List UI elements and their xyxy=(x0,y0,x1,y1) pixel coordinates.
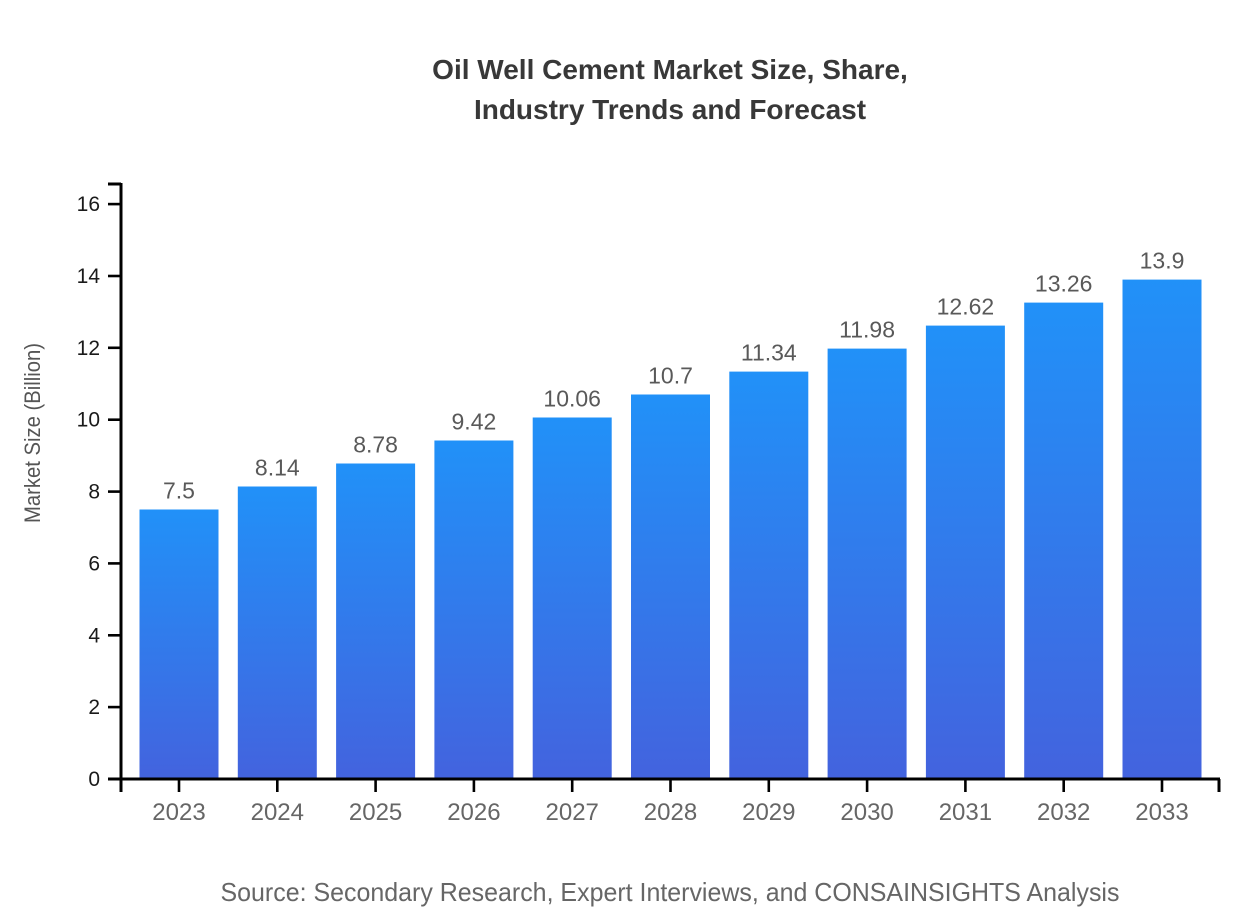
chart-title-line1: Oil Well Cement Market Size, Share, xyxy=(432,54,908,85)
bar-2029 xyxy=(729,371,809,779)
x-tick-label: 2026 xyxy=(447,799,500,826)
x-tick-label: 2030 xyxy=(840,799,893,826)
bar-2027 xyxy=(532,417,612,779)
x-tick-label: 2023 xyxy=(152,799,205,826)
bar-value-label: 11.98 xyxy=(839,317,895,343)
bar-2024 xyxy=(237,486,317,779)
x-tick-label: 2029 xyxy=(742,799,795,826)
bar-2030 xyxy=(827,348,907,779)
source-note: Source: Secondary Research, Expert Inter… xyxy=(220,877,1120,907)
y-tick-label: 14 xyxy=(77,265,101,288)
bar-2032 xyxy=(1024,302,1104,779)
y-tick-label: 6 xyxy=(88,552,100,575)
y-tick-label: 10 xyxy=(77,409,100,432)
bar-2028 xyxy=(631,394,710,779)
x-tick-label: 2025 xyxy=(349,799,402,826)
bar-2023 xyxy=(139,509,219,779)
bar-value-label: 8.78 xyxy=(353,432,398,458)
bar-value-label: 10.7 xyxy=(648,363,693,389)
x-tick-label: 2031 xyxy=(939,799,992,826)
x-tick-label: 2032 xyxy=(1037,799,1090,826)
bar-value-label: 8.14 xyxy=(255,455,300,481)
x-tick-label: 2028 xyxy=(644,799,697,826)
bar-2025 xyxy=(336,463,416,779)
bar-2026 xyxy=(434,440,514,779)
x-tick-label: 2024 xyxy=(251,799,304,826)
chart-title: Oil Well Cement Market Size, Share, Indu… xyxy=(70,50,1260,130)
y-tick-label: 12 xyxy=(77,337,100,360)
x-tick-label: 2027 xyxy=(546,799,599,826)
bar-value-label: 10.06 xyxy=(543,386,601,412)
y-tick-label: 0 xyxy=(88,768,100,791)
bar-value-label: 13.26 xyxy=(1035,271,1093,297)
y-tick-label: 8 xyxy=(88,481,100,504)
y-tick-label: 16 xyxy=(77,193,100,216)
bar-2033 xyxy=(1122,279,1202,779)
chart-title-line2: Industry Trends and Forecast xyxy=(473,94,867,125)
bar-value-label: 12.62 xyxy=(937,294,995,320)
bar-value-label: 11.34 xyxy=(741,340,797,366)
bar-value-label: 13.9 xyxy=(1140,248,1185,274)
bar-value-label: 9.42 xyxy=(452,409,497,435)
y-tick-label: 4 xyxy=(88,624,100,647)
axes xyxy=(108,182,1221,792)
bar-2031 xyxy=(925,325,1005,779)
bar-value-label: 7.5 xyxy=(163,478,195,504)
x-tick-label: 2033 xyxy=(1135,799,1188,826)
y-tick-label: 2 xyxy=(88,696,100,719)
